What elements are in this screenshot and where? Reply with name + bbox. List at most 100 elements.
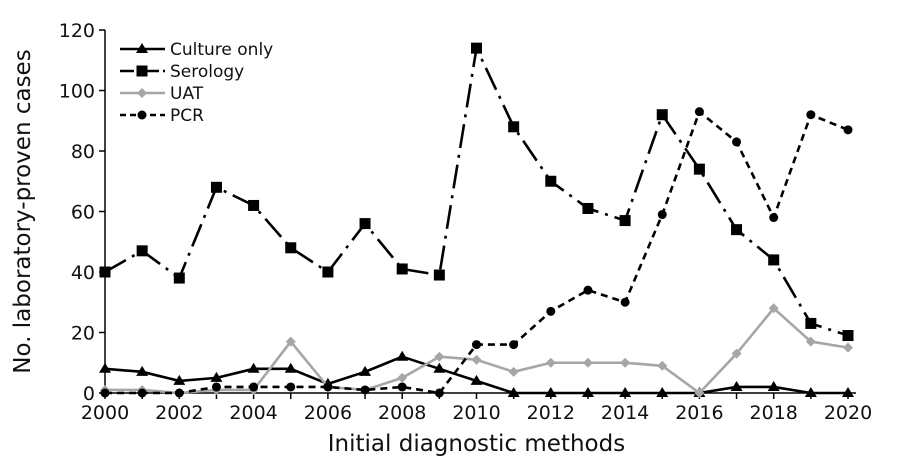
legend-entry: UAT [120,84,204,104]
data-point [544,387,557,397]
x-tick-label: 2020 [824,402,872,424]
series-serology [99,42,854,342]
data-point [693,163,705,175]
y-tick-label: 80 [71,141,95,163]
data-point [842,387,854,397]
data-point [247,362,260,373]
data-point [730,380,743,391]
data-point [582,202,594,214]
y-axis-title: No. laboratory-proven cases [10,49,36,373]
data-point [509,340,519,350]
legend-marker [136,43,148,53]
data-point [694,388,705,398]
data-point [285,242,297,254]
data-point [620,357,631,368]
data-point [694,107,704,117]
legend-label: Culture only [170,40,273,60]
data-point [397,382,407,392]
data-point [842,330,854,342]
data-point [767,380,780,391]
y-tick-label: 40 [71,262,95,284]
data-point [100,388,110,398]
data-point [136,245,148,257]
data-point [508,366,519,377]
data-point [211,382,221,392]
data-point [470,374,483,385]
data-point [843,125,853,135]
data-point [249,382,259,392]
legend-entry: Culture only [120,40,273,60]
data-point [619,387,632,397]
data-point [619,215,631,227]
data-point [360,385,370,395]
x-tick-label: 2002 [155,402,203,424]
data-point [137,388,147,398]
data-point [731,348,742,359]
y-tick-label: 0 [83,383,95,405]
data-point [657,210,667,220]
y-tick-label: 120 [59,20,95,42]
x-axis-ticks: 2000 2002 2004 2006 2008 2010 2012 2014 2016 2018… [81,393,872,424]
data-point [433,269,445,281]
x-tick-label: 2004 [229,402,277,424]
data-point [173,374,186,385]
data-point [843,342,853,353]
data-point [99,266,111,278]
y-tick-label: 20 [71,323,95,345]
data-point [804,387,817,397]
legend-marker [136,65,148,77]
x-tick-label: 2012 [527,402,575,424]
data-point [397,372,408,383]
data-point [620,297,630,307]
data-point [768,303,779,314]
data-point [396,263,408,275]
legend-entry: Serology [120,62,244,82]
y-tick-label: 60 [71,202,95,224]
data-point [284,362,297,373]
legend-label: UAT [170,84,204,104]
data-point [472,340,481,350]
data-point [768,254,780,266]
data-point [657,360,668,371]
data-point [210,181,222,193]
x-axis-title: Initial diagnostic methods [328,431,625,457]
data-point [434,388,444,398]
data-point [174,388,184,398]
data-point [546,306,556,316]
y-tick-label: 100 [59,81,95,103]
data-point [323,382,333,392]
data-point [545,357,556,368]
legend-label: PCR [170,106,204,126]
data-point [581,387,594,397]
series-pcr [100,107,853,398]
axes [104,30,856,394]
data-point [508,121,520,133]
data-point [359,365,372,376]
x-tick-label: 2014 [601,402,649,424]
data-point [322,266,334,278]
data-point [210,371,223,382]
data-point [433,362,446,373]
data-point [583,285,593,295]
y-axis-ticks: 0 20 40 60 80 100 120 [59,20,105,405]
data-point [434,351,445,362]
data-point [507,387,520,397]
x-tick-label: 2010 [452,402,500,424]
data-point [731,224,743,236]
legend-marker [137,110,147,120]
legend-label: Serology [170,62,244,82]
data-point [545,175,557,187]
x-tick-label: 2006 [304,402,352,424]
data-point [582,357,593,368]
data-point [99,362,111,373]
data-point [173,272,185,284]
data-point [248,199,260,211]
data-point [656,387,669,397]
x-tick-label: 2016 [675,402,723,424]
data-point [286,382,296,392]
x-tick-label: 2008 [378,402,426,424]
data-point [806,110,816,120]
data-point [471,354,482,365]
